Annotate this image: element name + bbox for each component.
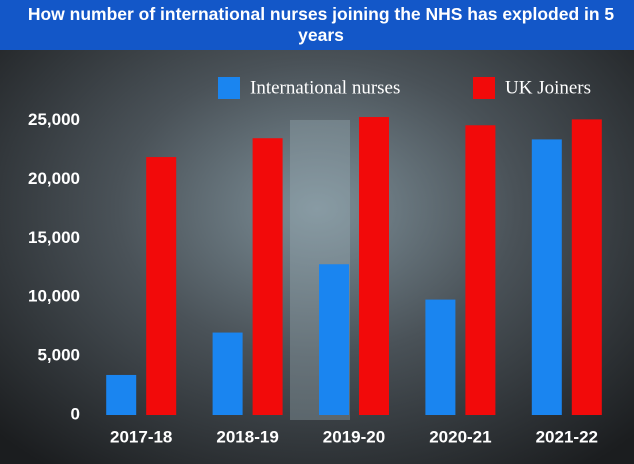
x-tick-label: 2020-21 <box>429 427 491 446</box>
bar <box>465 125 496 416</box>
bar <box>359 117 389 416</box>
x-tick-label: 2019-20 <box>323 427 385 446</box>
bar <box>106 374 137 415</box>
bar <box>319 264 349 415</box>
y-tick-label: 0 <box>71 404 80 423</box>
bar <box>571 119 602 415</box>
legend-label: International nurses <box>250 77 400 98</box>
bar <box>425 299 456 415</box>
chart-title: How number of international nurses joini… <box>0 0 634 50</box>
legend-swatch <box>218 77 240 99</box>
x-tick-label: 2017-18 <box>110 427 172 446</box>
legend-label: UK Joiners <box>505 77 591 98</box>
y-tick-label: 25,000 <box>28 110 80 129</box>
y-tick-label: 20,000 <box>28 169 80 188</box>
x-tick-label: 2021-22 <box>536 427 598 446</box>
bar <box>252 138 283 415</box>
legend-swatch <box>473 77 495 99</box>
x-tick-label: 2018-19 <box>216 427 278 446</box>
bar <box>212 332 243 415</box>
y-tick-label: 15,000 <box>28 228 80 247</box>
y-tick-label: 10,000 <box>28 287 80 306</box>
y-tick-label: 5,000 <box>37 346 80 365</box>
bar <box>531 139 562 415</box>
bar <box>146 157 177 416</box>
